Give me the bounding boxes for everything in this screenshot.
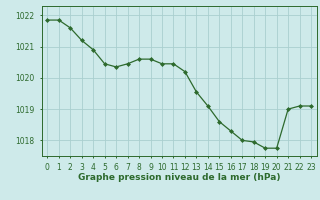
X-axis label: Graphe pression niveau de la mer (hPa): Graphe pression niveau de la mer (hPa) [78, 173, 280, 182]
